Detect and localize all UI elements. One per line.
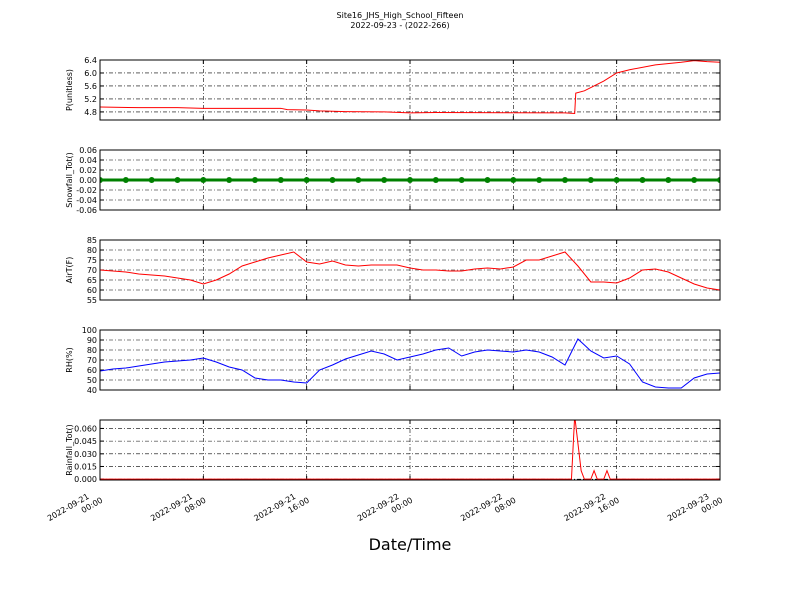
data-point — [277, 177, 284, 183]
y-tick-label: 5.2 — [84, 95, 97, 104]
y-tick-label: 70 — [87, 266, 97, 275]
data-point — [665, 177, 672, 183]
data-point — [174, 177, 181, 183]
data-point — [717, 177, 720, 183]
data-point — [252, 177, 258, 183]
data-point — [510, 177, 517, 183]
y-tick-label: 55 — [87, 296, 97, 305]
y-tick-label: 0.030 — [74, 450, 97, 459]
y-tick-label: 85 — [87, 236, 97, 245]
y-tick-label: -0.02 — [76, 186, 97, 195]
y-tick-label: 0.00 — [79, 176, 97, 185]
y-axis-label: AirT(F) — [65, 257, 74, 284]
data-point — [381, 177, 388, 183]
y-tick-label: 75 — [87, 256, 97, 265]
y-tick-label: 60 — [87, 286, 97, 295]
data-point — [587, 177, 594, 183]
data-point — [100, 177, 103, 183]
y-tick-label: 5.6 — [84, 82, 97, 91]
y-tick-label: 6.4 — [84, 56, 97, 65]
plot-frame — [99, 149, 721, 211]
y-tick-label: 80 — [87, 246, 97, 255]
y-tick-label: 100 — [82, 326, 97, 335]
y-tick-label: -0.06 — [76, 206, 97, 215]
y-tick-label: 50 — [87, 376, 97, 385]
y-tick-label: 0.045 — [74, 437, 97, 446]
data-point — [458, 177, 465, 183]
data-point — [122, 177, 129, 183]
data-point — [200, 177, 207, 183]
data-point — [562, 177, 568, 183]
y-tick-label: 65 — [87, 276, 97, 285]
y-tick-label: 90 — [87, 336, 97, 345]
plot-frame — [99, 239, 721, 301]
y-axis-label: RH(%) — [65, 347, 74, 372]
y-tick-label: 70 — [87, 356, 97, 365]
x-axis-label: Date/Time — [369, 535, 452, 554]
y-tick-label: 0.060 — [74, 424, 97, 433]
y-tick-label: 6.0 — [84, 69, 97, 78]
y-tick-label: 0.04 — [79, 156, 97, 165]
data-point — [639, 177, 646, 183]
data-line — [100, 338, 720, 389]
y-axis-label: Rainfall_Tot() — [65, 424, 74, 476]
figure-title: Site16_JHS_High_School_Fifteen — [337, 11, 464, 20]
y-tick-label: -0.04 — [76, 196, 97, 205]
y-tick-label: 0.06 — [79, 146, 97, 155]
y-tick-label: 0.000 — [74, 475, 97, 484]
data-point — [484, 177, 491, 183]
data-point — [432, 177, 439, 183]
data-point — [148, 177, 155, 183]
data-point — [691, 177, 698, 183]
data-point — [613, 177, 620, 183]
plot-frame — [99, 329, 721, 391]
plot-frame — [99, 419, 721, 481]
plot-frame — [99, 59, 721, 121]
y-tick-label: 0.015 — [74, 462, 97, 471]
y-tick-label: 40 — [87, 386, 97, 395]
y-tick-label: 0.02 — [79, 166, 97, 175]
data-line — [100, 251, 720, 291]
y-axis-label: P(unitless) — [65, 69, 74, 111]
data-point — [329, 177, 336, 183]
data-line — [100, 60, 720, 115]
y-tick-label: 80 — [87, 346, 97, 355]
y-tick-label: 4.8 — [84, 108, 97, 117]
data-point — [355, 177, 362, 183]
y-tick-label: 60 — [87, 366, 97, 375]
data-point — [226, 177, 233, 183]
data-line — [100, 420, 720, 480]
data-point — [407, 177, 413, 183]
data-point — [536, 177, 543, 183]
y-axis-label: Snowfall_Tot() — [65, 152, 74, 208]
figure-subtitle: 2022-09-23 - (2022-266) — [350, 21, 449, 30]
data-point — [303, 177, 310, 183]
